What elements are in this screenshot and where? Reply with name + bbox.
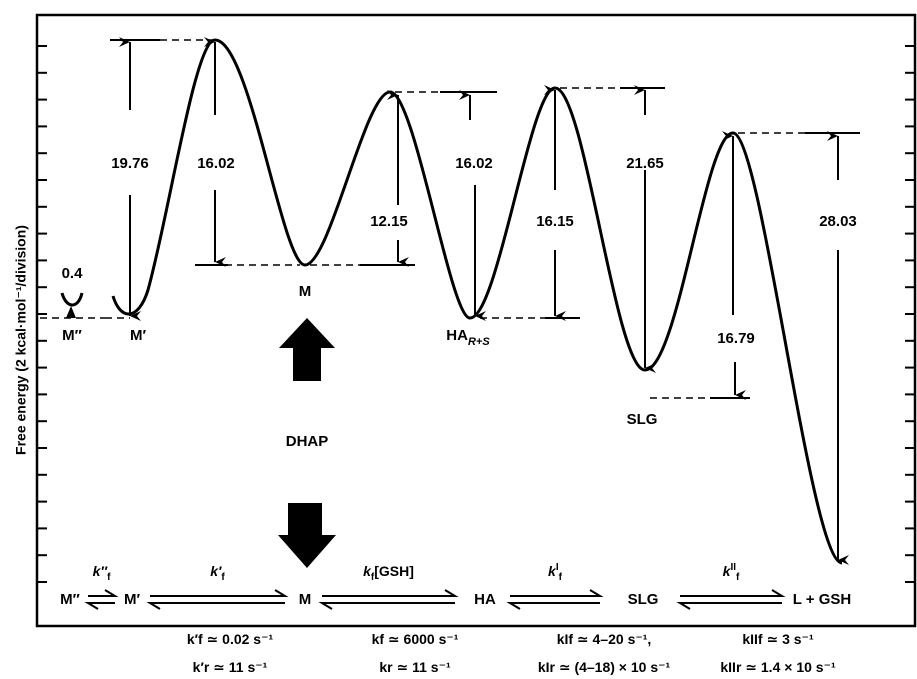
value-16-02-b: 16.02 — [455, 155, 493, 172]
rate-constant-label: kIIf — [723, 562, 740, 583]
value-19-76: 19.76 — [111, 155, 149, 172]
equilibrium-arrows — [84, 589, 119, 610]
kinetic-scheme: M″ M′ M HA SLG L + GSH k″f k′f kf[GSH] kIf kIIf k′f… — [60, 562, 851, 675]
y-axis-label: Free energy (2 kcal·mol⁻¹/division) — [13, 225, 29, 455]
state-m-prime: M′ — [130, 327, 146, 344]
value-0-4: 0.4 — [62, 265, 84, 282]
dhap-up-arrow — [279, 318, 335, 381]
energy-values: 0.4 19.76 16.02 12.15 16.02 16.15 21.65 … — [62, 155, 857, 347]
state-slg: SLG — [627, 411, 658, 428]
reverse-rate: kIIr ≃ 1.4 × 10 s⁻¹ — [720, 659, 836, 675]
dhap-label: DHAP — [286, 433, 329, 450]
forward-rate: kIIf ≃ 3 s⁻¹ — [742, 631, 814, 647]
scheme-species: M′ — [124, 591, 140, 608]
state-labels: M″ M′ M HAR+S SLG DHAP — [62, 283, 657, 450]
scheme-species: L + GSH — [793, 591, 852, 608]
state-m-double-prime: M″ — [62, 327, 82, 344]
reference-lines — [40, 39, 805, 399]
m-double-prime-well — [60, 292, 84, 307]
value-28-03: 28.03 — [819, 213, 857, 230]
right-axis-ticks — [905, 45, 915, 583]
reverse-rate: kIr ≃ (4–18) × 10 s⁻¹ — [538, 659, 671, 675]
scheme-species: M — [299, 591, 312, 608]
reverse-rate: k′r ≃ 11 s⁻¹ — [193, 659, 268, 675]
reverse-rate: kr ≃ 11 s⁻¹ — [379, 659, 451, 675]
value-12-15: 12.15 — [370, 213, 408, 230]
scheme-species: SLG — [628, 591, 659, 608]
rate-constant-label: kIf — [548, 562, 563, 583]
rate-constant-label: k′f — [210, 563, 225, 583]
value-16-15: 16.15 — [536, 213, 574, 230]
plot-frame — [35, 13, 917, 628]
equilibrium-arrows — [318, 589, 459, 610]
forward-rate: kIf ≃ 4–20 s⁻¹, — [557, 631, 652, 647]
forward-rate: kf ≃ 6000 s⁻¹ — [372, 631, 459, 647]
value-16-79: 16.79 — [717, 330, 755, 347]
state-m: M — [299, 283, 312, 300]
state-ha: HAR+S — [446, 327, 490, 348]
value-21-65: 21.65 — [626, 155, 664, 172]
forward-rate: k′f ≃ 0.02 s⁻¹ — [187, 631, 274, 647]
energy-arrows — [119, 37, 849, 565]
scheme-species: M″ — [60, 591, 80, 608]
m2-offset-arrow — [66, 306, 76, 318]
value-16-02-a: 16.02 — [197, 155, 235, 172]
left-axis-ticks — [37, 45, 47, 583]
equilibrium-arrows — [146, 589, 289, 610]
scheme-species: HA — [474, 591, 496, 608]
equilibrium-arrows — [676, 589, 786, 610]
dhap-down-arrow — [278, 503, 336, 568]
rate-constant-label: kf[GSH] — [363, 563, 414, 583]
rate-constant-label: k″f — [93, 563, 112, 583]
equilibrium-arrows — [506, 589, 604, 610]
